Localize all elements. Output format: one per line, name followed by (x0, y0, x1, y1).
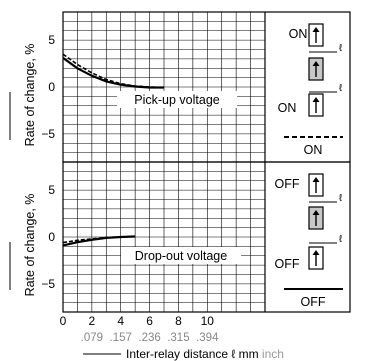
x-tick-label-secondary: .157 (110, 332, 132, 344)
relay-bottom (308, 246, 324, 270)
x-tick-label-secondary: .079 (81, 332, 103, 344)
x-tick-label-secondary: .394 (196, 332, 219, 344)
annotation-bg (121, 247, 241, 264)
series-dashed-line (62, 53, 165, 89)
y-tick-label: −5 (41, 277, 55, 291)
x-tick-label: 10 (201, 314, 215, 328)
legend-off-bottom-label: OFF (275, 257, 300, 271)
ell-symbol: ℓ (339, 83, 343, 94)
y-axis-label: Rate of change, % (23, 44, 37, 147)
annotation-label: Drop-out voltage (135, 249, 227, 263)
relay-arrow-head (312, 97, 320, 102)
ell-symbol: ℓ (339, 234, 343, 245)
x-tick-label: 0 (60, 314, 67, 328)
x-axis-label: Inter-relay distance ℓ mm inch (126, 347, 284, 361)
relay-bottom (308, 93, 324, 117)
relay-arrow-head (312, 210, 320, 215)
y-axis-label: Rate of change, % (23, 194, 37, 297)
annotation-bg (117, 91, 237, 108)
series-solid-line (62, 57, 164, 89)
relay-arrow-head (312, 177, 320, 182)
legend-drop-out: OFF ℓ ℓ OFF OFF (275, 177, 343, 309)
x-tick-label-secondary: .315 (167, 332, 189, 344)
relay-arrow-head (312, 27, 320, 32)
x-tick-label: 2 (89, 314, 96, 328)
relay-arrow-head (312, 61, 320, 66)
relay-top (308, 173, 324, 197)
plot-frame (62, 161, 351, 313)
y-tick-label: 0 (48, 230, 55, 244)
relay-arrow-head (312, 250, 320, 255)
relay-middle (308, 57, 324, 81)
annotation-label: Pick-up voltage (134, 93, 220, 107)
y-tick-label: 0 (48, 80, 55, 94)
panel-drop-out: 5 0 −5 Drop-out voltage Rate of change, % (9, 161, 351, 313)
x-tick-label-secondary: .236 (138, 332, 160, 344)
ell-symbol: ℓ (339, 193, 343, 204)
relay-middle (308, 206, 324, 230)
y-tick-label: −5 (41, 127, 55, 141)
y-tick-label: 5 (48, 33, 55, 47)
legend-solid-label: OFF (301, 295, 326, 309)
legend-on-top-label: ON (289, 27, 308, 41)
series-dashed-line (62, 235, 136, 244)
legend-on-bottom-label: ON (278, 101, 297, 115)
x-tick-label: 4 (117, 314, 124, 328)
y-tick-label: 5 (48, 183, 55, 197)
x-axis-unit-inch: inch (262, 347, 284, 361)
legend-pick-up: ON ℓ ℓ ON ON (278, 27, 343, 157)
x-tick-label: 8 (175, 314, 182, 328)
relay-top (308, 23, 324, 47)
legend-dashed-label: ON (304, 143, 323, 157)
x-tick-label: 6 (146, 314, 153, 328)
legend-off-top-label: OFF (275, 177, 300, 191)
ell-symbol: ℓ (339, 43, 343, 54)
panel-pick-up: 5 0 −5 Pick-up voltage Rate of change, % (9, 11, 351, 163)
